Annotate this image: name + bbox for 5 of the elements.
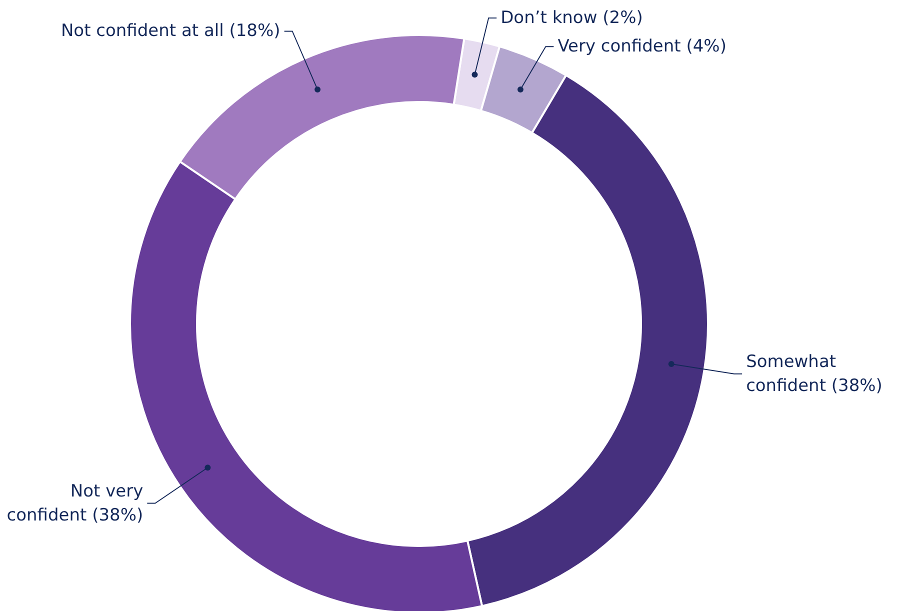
slice-label: Somewhat confident (38%) — [746, 352, 882, 396]
slice-label: Not very confident (38%) — [6, 480, 144, 525]
slice-label: Don’t know (2%) — [500, 8, 643, 28]
slice-label: Not confident at all (18%) — [60, 20, 280, 41]
slice-label: Very confident (4%) — [558, 36, 726, 56]
